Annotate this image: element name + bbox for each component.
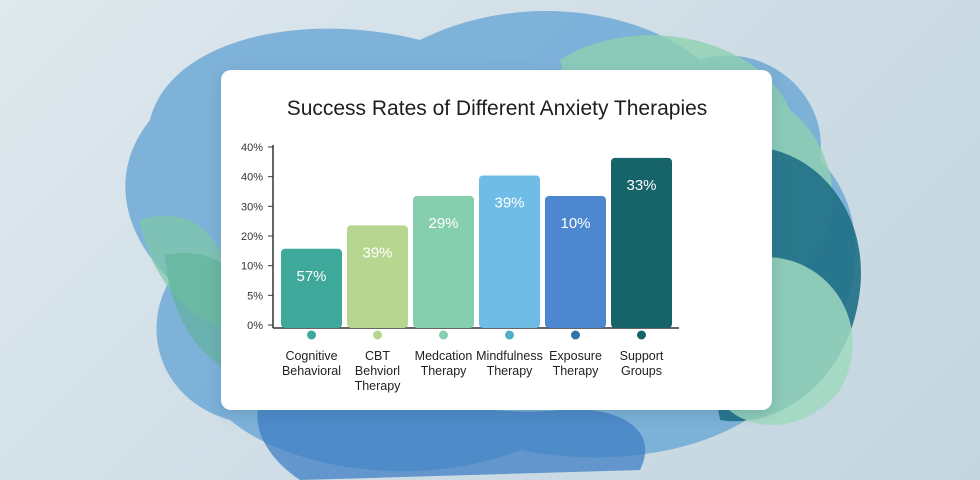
- category-label: Therapy: [487, 364, 534, 378]
- bar[interactable]: [611, 157, 672, 328]
- category-label: Cognitive: [285, 349, 337, 363]
- y-tick-label: 5%: [247, 290, 263, 302]
- category-label: Behviorl: [355, 364, 400, 378]
- category-label: Groups: [621, 364, 662, 378]
- y-tick-label: 30%: [241, 201, 263, 213]
- category-label: Exposure: [549, 349, 602, 363]
- y-tick-label: 0%: [247, 320, 263, 332]
- data-label: 39%: [362, 244, 392, 261]
- category-label: Behavioral: [282, 364, 341, 378]
- category-dot: [439, 330, 448, 340]
- category-label: CBT: [365, 349, 390, 363]
- category-dot: [637, 330, 646, 340]
- category-dot: [373, 330, 382, 340]
- category-label: Therapy: [355, 379, 402, 393]
- data-label: 10%: [560, 215, 590, 232]
- data-label: 33%: [626, 177, 656, 194]
- blue-wave: [257, 394, 646, 480]
- bar[interactable]: [347, 225, 408, 328]
- data-label: 39%: [494, 194, 524, 211]
- chart-card: Success Rates of Different Anxiety Thera…: [221, 70, 772, 410]
- bar[interactable]: [281, 248, 342, 328]
- y-tick-label: 10%: [241, 261, 263, 273]
- data-label: 29%: [428, 215, 458, 232]
- y-tick-label: 40%: [241, 142, 263, 154]
- category-label: Mindfulness: [476, 349, 543, 363]
- y-tick-label: 20%: [241, 231, 263, 243]
- category-dot: [571, 330, 580, 340]
- category-label: Therapy: [421, 364, 468, 378]
- category-dot: [505, 330, 514, 340]
- category-dot: [307, 330, 316, 340]
- category-label: Medcation: [415, 349, 473, 363]
- bar[interactable]: [413, 196, 474, 328]
- bar[interactable]: [545, 196, 606, 328]
- category-label: Support: [620, 349, 664, 363]
- bar-chart: Success Rates of Different Anxiety Thera…: [241, 97, 708, 393]
- y-tick-label: 40%: [241, 172, 263, 184]
- bar[interactable]: [479, 175, 540, 328]
- category-label: Therapy: [553, 364, 600, 378]
- data-label: 57%: [296, 268, 326, 285]
- chart-title: Success Rates of Different Anxiety Thera…: [287, 97, 708, 120]
